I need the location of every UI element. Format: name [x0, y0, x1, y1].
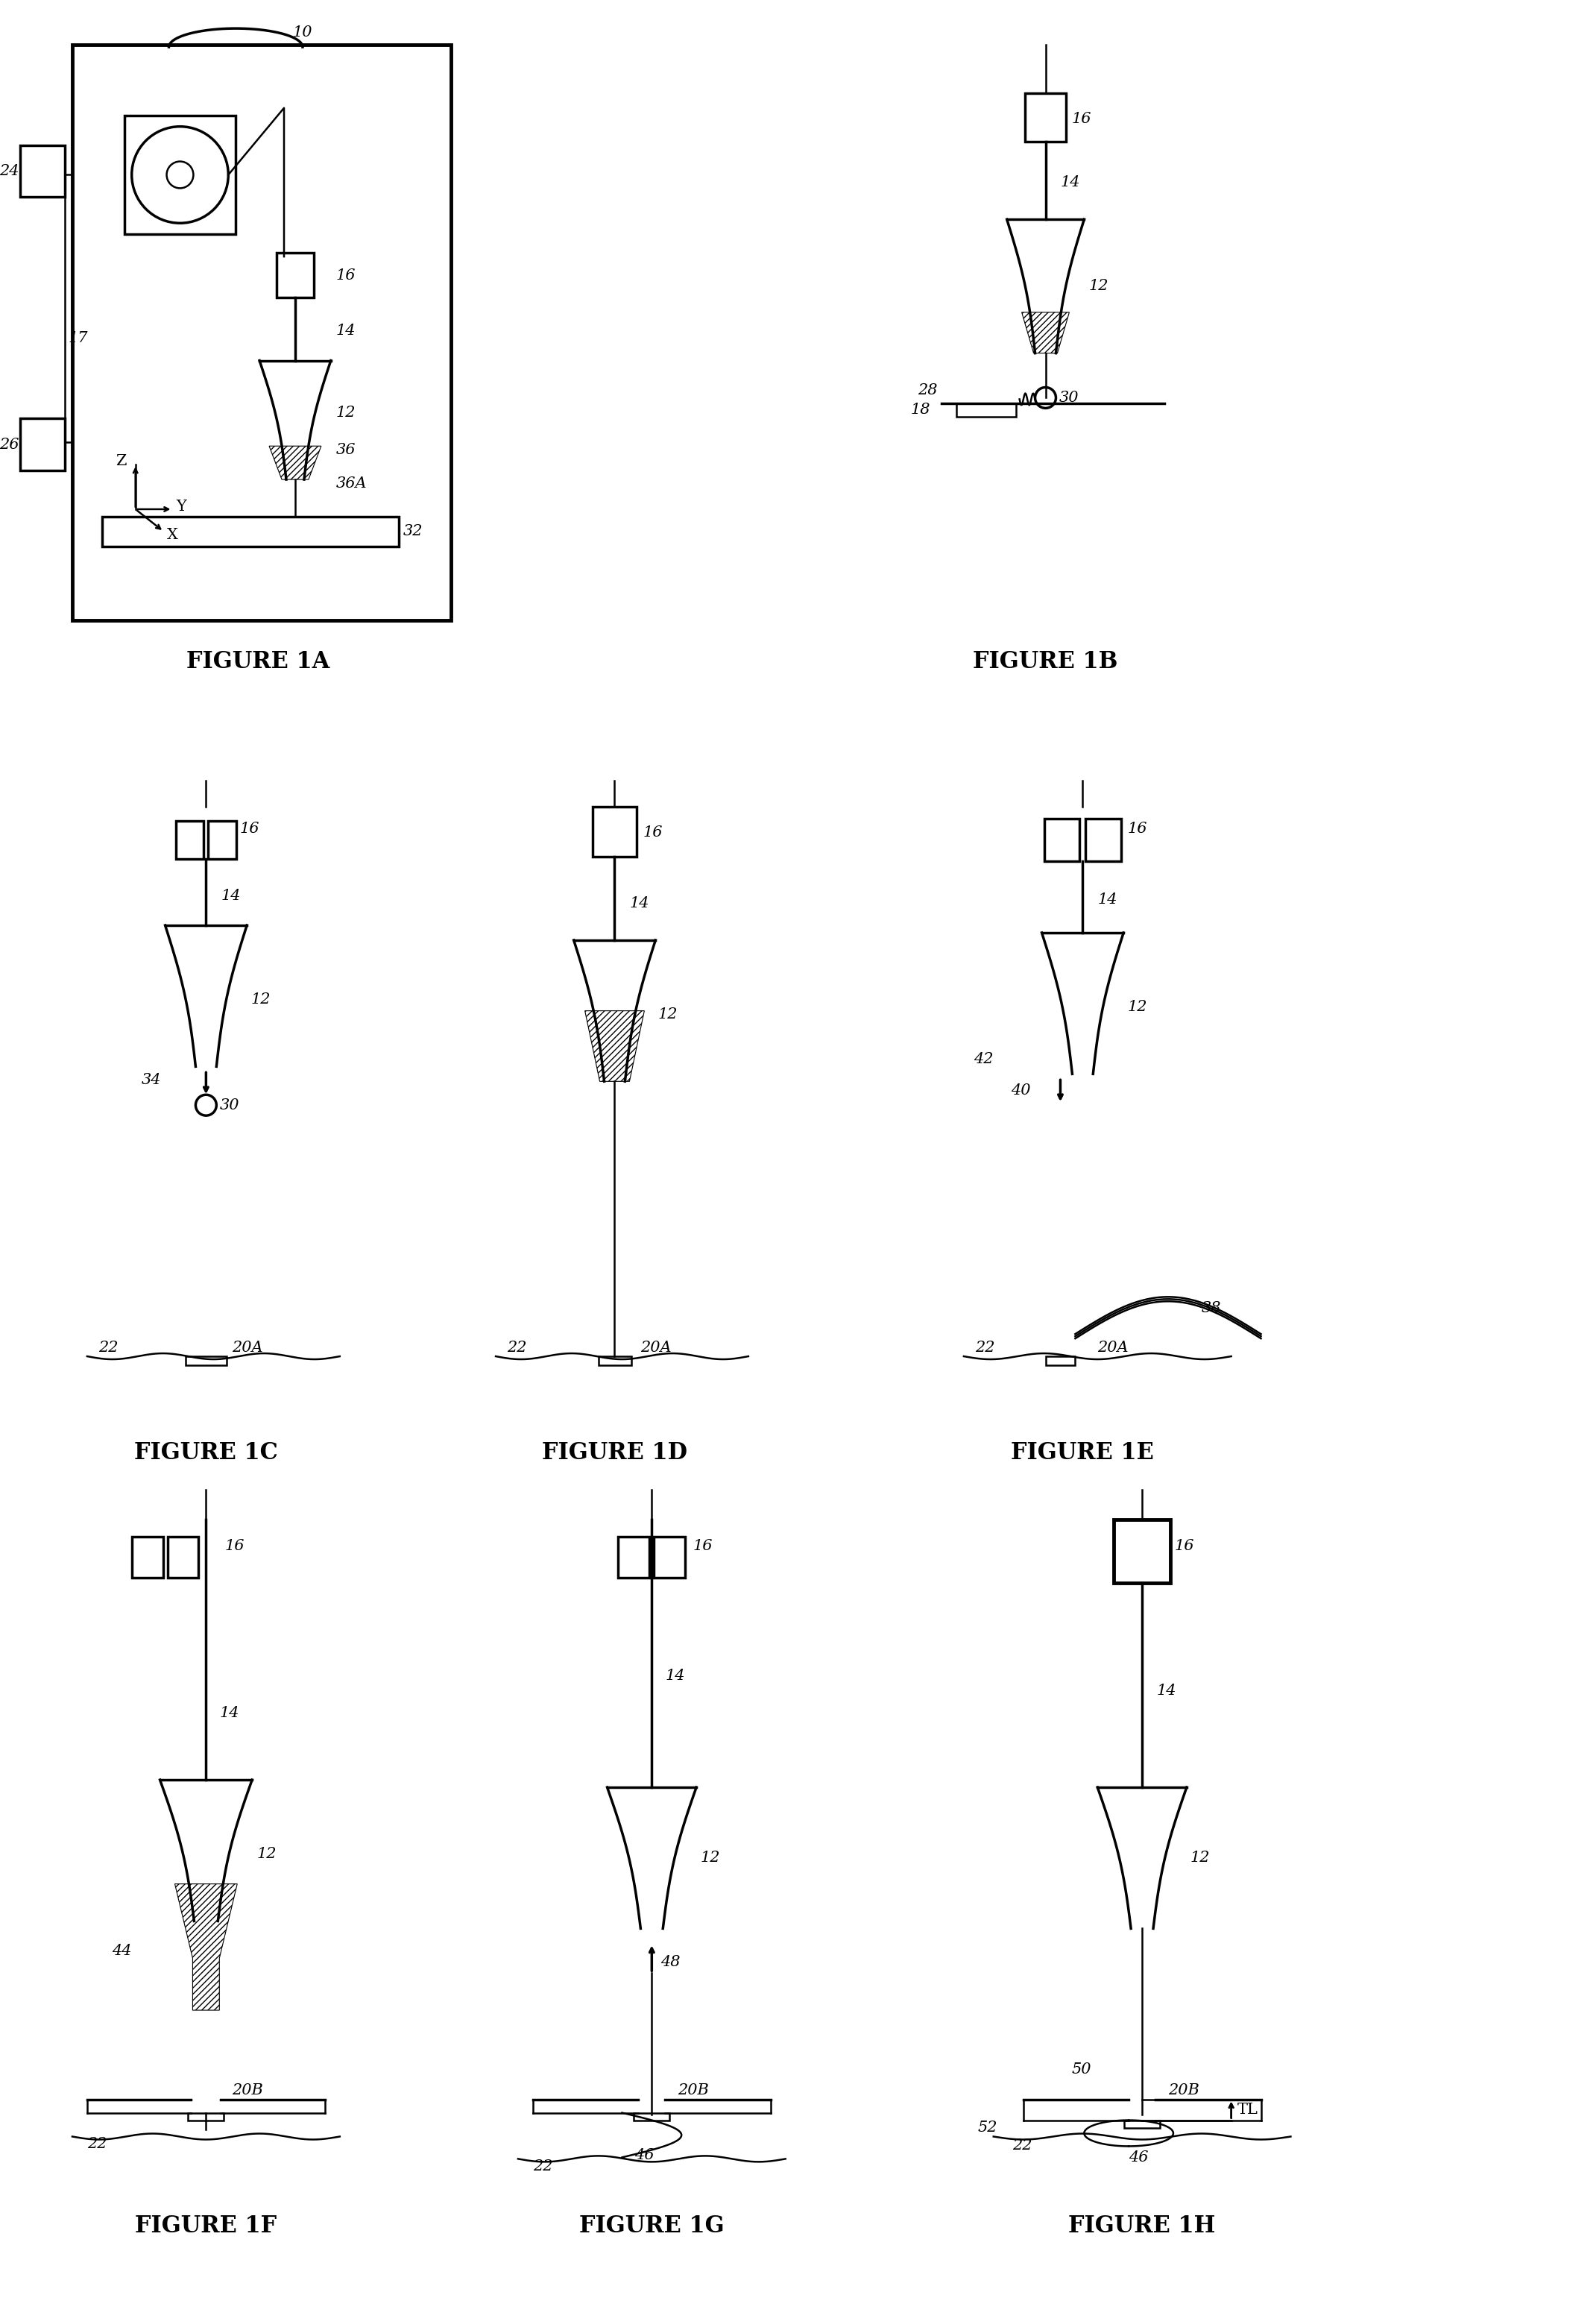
Text: 22: 22: [508, 1340, 527, 1354]
Text: 36: 36: [337, 444, 356, 457]
Text: 14: 14: [337, 324, 356, 338]
Text: 16: 16: [643, 825, 662, 839]
Text: 32: 32: [402, 524, 423, 538]
Polygon shape: [270, 446, 321, 480]
Text: 26: 26: [0, 437, 19, 453]
Bar: [276, 253, 314, 296]
Text: FIGURE 1G: FIGURE 1G: [579, 2215, 725, 2238]
Text: 22: 22: [99, 1340, 118, 1354]
Text: 20B: 20B: [678, 2084, 709, 2098]
Text: 22: 22: [975, 1340, 994, 1354]
Text: 14: 14: [666, 1668, 685, 1682]
Text: 38: 38: [1202, 1301, 1221, 1314]
Text: 50: 50: [1071, 2064, 1092, 2077]
Text: 12: 12: [1127, 1000, 1148, 1013]
Bar: [1085, 818, 1122, 862]
Text: 16: 16: [1175, 1540, 1194, 1553]
Bar: [188, 2112, 223, 2121]
Bar: [654, 1537, 685, 1579]
Text: 14: 14: [1098, 892, 1117, 905]
Text: 36A: 36A: [337, 476, 367, 489]
Bar: [132, 1537, 163, 1579]
Text: 17: 17: [69, 331, 88, 345]
Text: 34: 34: [142, 1073, 161, 1087]
Polygon shape: [1021, 313, 1069, 354]
Text: 46: 46: [635, 2149, 654, 2162]
Text: 12: 12: [257, 1848, 276, 1861]
Bar: [634, 2112, 670, 2121]
Text: 14: 14: [629, 896, 650, 910]
Text: 30: 30: [1058, 391, 1079, 404]
Text: 14: 14: [219, 1705, 239, 1721]
Text: 22: 22: [533, 2160, 552, 2174]
Text: FIGURE 1F: FIGURE 1F: [136, 2215, 276, 2238]
Text: 16: 16: [693, 1540, 712, 1553]
Text: 12: 12: [251, 993, 270, 1007]
Text: Z: Z: [117, 453, 126, 469]
Bar: [1045, 1356, 1076, 1365]
Text: FIGURE 1E: FIGURE 1E: [1012, 1441, 1154, 1464]
Polygon shape: [176, 1884, 238, 2011]
Text: 14: 14: [1157, 1684, 1176, 1698]
Text: 18: 18: [911, 402, 930, 416]
Bar: [1124, 2121, 1160, 2128]
Bar: [124, 115, 236, 234]
Text: 52: 52: [977, 2121, 998, 2135]
Bar: [1114, 1519, 1170, 1583]
Text: 22: 22: [1012, 2139, 1033, 2153]
Text: 28: 28: [918, 384, 938, 398]
Text: 16: 16: [337, 269, 356, 283]
Text: 22: 22: [88, 2137, 107, 2151]
Text: FIGURE 1C: FIGURE 1C: [134, 1441, 278, 1464]
Text: 20B: 20B: [1168, 2084, 1199, 2098]
Text: 46: 46: [1128, 2151, 1148, 2165]
Text: 20B: 20B: [231, 2084, 263, 2098]
Text: 16: 16: [1127, 823, 1148, 836]
Text: 20A: 20A: [231, 1340, 263, 1354]
Text: 10: 10: [292, 25, 313, 39]
Text: 14: 14: [220, 889, 241, 903]
Text: 30: 30: [219, 1098, 239, 1112]
Bar: [598, 1356, 632, 1365]
Bar: [176, 820, 204, 859]
Text: 42: 42: [974, 1052, 993, 1066]
Bar: [72, 44, 452, 620]
Text: 24: 24: [0, 163, 19, 179]
Text: X: X: [166, 529, 177, 542]
Bar: [956, 404, 1015, 416]
Text: 16: 16: [225, 1540, 244, 1553]
Bar: [618, 1537, 650, 1579]
Bar: [21, 418, 65, 471]
Text: 12: 12: [658, 1007, 677, 1023]
Text: 12: 12: [337, 404, 356, 421]
Bar: [102, 517, 399, 547]
Text: FIGURE 1H: FIGURE 1H: [1068, 2215, 1216, 2238]
Text: 16: 16: [1071, 113, 1092, 126]
Text: Y: Y: [176, 501, 187, 515]
Text: TL: TL: [1237, 2103, 1258, 2116]
Bar: [187, 1356, 227, 1365]
Bar: [168, 1537, 198, 1579]
Text: 12: 12: [1191, 1850, 1210, 1866]
Text: 48: 48: [661, 1956, 680, 1969]
Text: 16: 16: [239, 823, 259, 836]
Polygon shape: [584, 1011, 645, 1082]
Bar: [592, 807, 637, 857]
Bar: [1025, 94, 1066, 142]
Text: 14: 14: [1060, 175, 1080, 188]
Text: 12: 12: [701, 1850, 720, 1866]
Text: 40: 40: [1010, 1082, 1031, 1098]
Text: FIGURE 1A: FIGURE 1A: [187, 650, 330, 673]
Text: 20A: 20A: [640, 1340, 672, 1354]
Bar: [21, 145, 65, 198]
Bar: [207, 820, 236, 859]
Text: FIGURE 1D: FIGURE 1D: [543, 1441, 688, 1464]
Text: FIGURE 1B: FIGURE 1B: [974, 650, 1117, 673]
Bar: [1044, 818, 1079, 862]
Text: 20A: 20A: [1098, 1340, 1128, 1354]
Text: 12: 12: [1088, 278, 1108, 294]
Text: 44: 44: [112, 1944, 132, 1958]
